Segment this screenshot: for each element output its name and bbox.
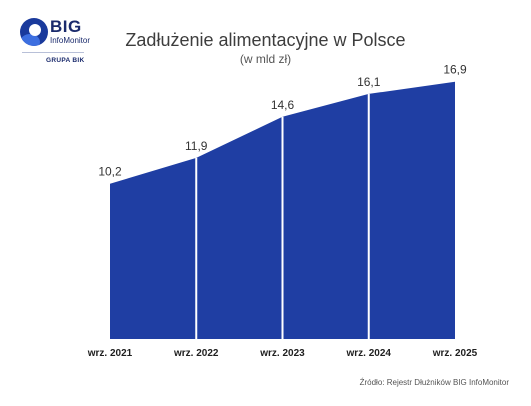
data-label: 11,9 [185, 139, 208, 153]
x-tick-label: wrz. 2025 [432, 348, 478, 359]
data-label: 16,9 [443, 63, 467, 77]
x-tick-label: wrz. 2023 [259, 348, 305, 359]
x-tick-label: wrz. 2022 [173, 348, 219, 359]
chart-subtitle: (w mld zł) [239, 52, 292, 66]
big-infomonitor-logo: BIG InfoMonitor GRUPA BIK [16, 14, 96, 64]
x-tick-label: wrz. 2024 [346, 348, 392, 359]
data-label: 14,6 [271, 98, 295, 112]
x-tick-label: wrz. 2021 [87, 348, 133, 359]
logo-mark-icon [20, 18, 48, 46]
logo-subname: InfoMonitor [50, 36, 91, 45]
data-label: 10,2 [98, 165, 122, 179]
logo-name: BIG [50, 17, 82, 36]
source-note: Źródło: Rejestr Dłużników BIG InfoMonito… [359, 378, 509, 387]
logo-divider [22, 52, 84, 53]
chart-title: Zadłużenie alimentacyjne w Polsce [125, 30, 406, 50]
data-label: 16,1 [357, 75, 381, 89]
logo-group-name: GRUPA BIK [46, 57, 85, 64]
